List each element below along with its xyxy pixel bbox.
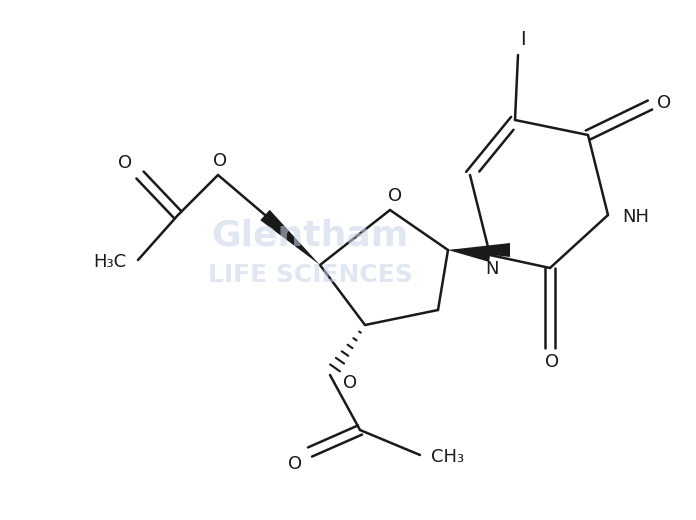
Text: LIFE SCIENCES: LIFE SCIENCES (207, 263, 412, 287)
Text: O: O (388, 187, 402, 205)
Text: O: O (343, 374, 357, 392)
Polygon shape (448, 248, 491, 262)
Text: O: O (657, 94, 671, 112)
Text: H₃C: H₃C (93, 253, 127, 271)
Text: NH: NH (622, 208, 649, 226)
Text: O: O (213, 152, 227, 170)
Text: CH₃: CH₃ (432, 448, 464, 466)
Text: N: N (485, 260, 499, 278)
Polygon shape (448, 243, 510, 257)
Polygon shape (260, 210, 320, 265)
Text: O: O (288, 455, 302, 473)
Text: O: O (118, 154, 132, 172)
Text: O: O (545, 353, 559, 371)
Text: Glentham: Glentham (212, 218, 409, 252)
Text: I: I (520, 30, 525, 48)
